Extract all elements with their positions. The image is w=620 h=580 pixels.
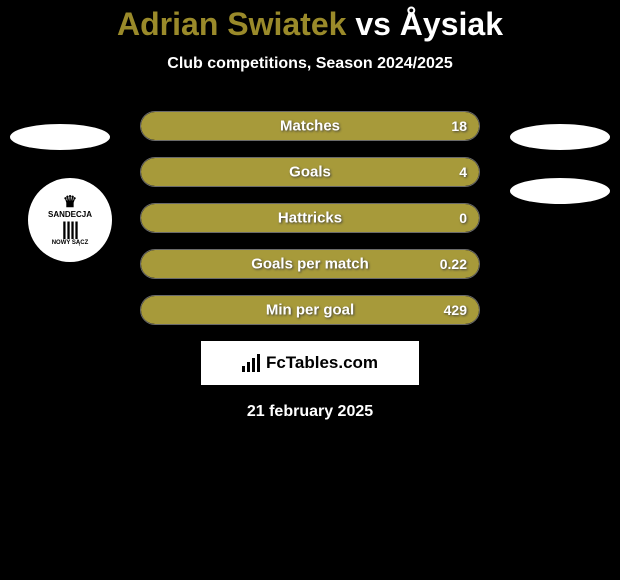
- player2-link[interactable]: Åysiak: [400, 6, 503, 42]
- stat-bar-value: 0: [459, 210, 467, 226]
- stat-bar-goals: Goals 4: [140, 157, 480, 187]
- stat-bar-hattricks: Hattricks 0: [140, 203, 480, 233]
- player1-link[interactable]: Adrian Swiatek: [117, 6, 346, 42]
- page-title: Adrian Swiatek vs Åysiak: [0, 0, 620, 43]
- placeholder-ellipse-right-2: [510, 178, 610, 204]
- badge-top-text: SANDECJA: [48, 210, 92, 219]
- stat-bar-label: Goals per match: [251, 256, 369, 273]
- stat-bar-min-per-goal: Min per goal 429: [140, 295, 480, 325]
- stat-bar-label: Matches: [280, 118, 340, 135]
- vs-text: vs: [355, 6, 391, 42]
- subtitle: Club competitions, Season 2024/2025: [0, 55, 620, 73]
- stat-bar-label: Min per goal: [266, 302, 354, 319]
- stat-bar-value: 0.22: [440, 256, 467, 272]
- player1-name: Adrian Swiatek: [117, 6, 346, 42]
- club-badge: ♛ SANDECJA |||| NOWY SĄCZ: [28, 178, 112, 262]
- stat-bar-value: 18: [451, 118, 467, 134]
- stat-bar-label: Goals: [289, 164, 331, 181]
- stat-bar-goals-per-match: Goals per match 0.22: [140, 249, 480, 279]
- stat-bar-label: Hattricks: [278, 210, 342, 227]
- logo-link[interactable]: FcTables.com: [0, 341, 620, 385]
- stat-bar-value: 4: [459, 164, 467, 180]
- stripes-icon: ||||: [48, 220, 92, 240]
- crown-icon: ♛: [48, 194, 92, 212]
- fctables-logo: FcTables.com: [201, 341, 419, 385]
- logo-text: FcTables.com: [266, 353, 378, 373]
- placeholder-ellipse-right-1: [510, 124, 610, 150]
- player2-name: Åysiak: [400, 6, 503, 42]
- date-text: 21 february 2025: [0, 403, 620, 421]
- stat-bar-matches: Matches 18: [140, 111, 480, 141]
- placeholder-ellipse-left: [10, 124, 110, 150]
- badge-bottom-text: NOWY SĄCZ: [48, 240, 92, 247]
- stat-bar-value: 429: [444, 302, 467, 318]
- barchart-icon: [242, 354, 260, 372]
